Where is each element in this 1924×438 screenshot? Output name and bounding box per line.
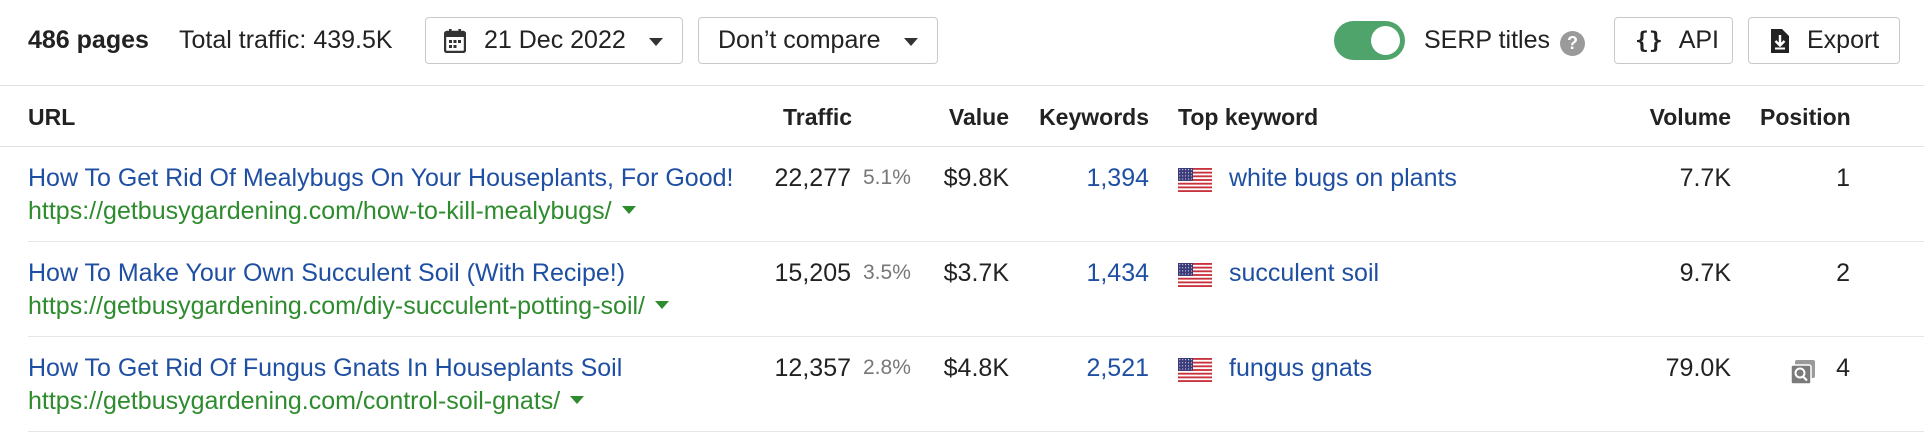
api-label: API (1678, 26, 1719, 54)
traffic-value: 15,205 (774, 259, 851, 287)
top-keyword-link[interactable]: fungus gnats (1229, 354, 1373, 382)
api-button[interactable]: {} API (1614, 17, 1733, 64)
column-header-traffic[interactable]: Traffic (783, 104, 853, 130)
row-divider (28, 241, 1924, 242)
page-url-link: https://getbusygardening.com/control-soi… (28, 387, 585, 416)
column-header-volume[interactable]: Volume (1649, 104, 1731, 130)
position-value: 2 (1836, 259, 1850, 287)
column-header-url[interactable]: URL (28, 104, 76, 130)
traffic-percent: 2.8% (863, 356, 911, 379)
table-row: How To Get Rid Of Mealybugs On Your Hous… (0, 147, 1924, 242)
column-header-keywords[interactable]: Keywords (1039, 104, 1149, 130)
column-header-top-keyword[interactable]: Top keyword (1178, 104, 1319, 130)
date-picker-button[interactable]: 21 Dec 2022 (425, 17, 683, 64)
us-flag-icon (1178, 168, 1212, 192)
help-icon[interactable]: ? (1560, 31, 1585, 56)
pages-count: 486 pages (28, 26, 149, 54)
image-pack-icon[interactable] (1790, 359, 1816, 385)
traffic-value-cost: $9.8K (943, 164, 1009, 192)
traffic-value-cost: $3.7K (943, 259, 1009, 287)
us-flag-icon (1178, 358, 1212, 382)
url-dropdown-icon[interactable] (655, 301, 669, 310)
export-label: Export (1807, 26, 1880, 54)
date-label: 21 Dec 2022 (484, 26, 626, 54)
page-title-link[interactable]: How To Make Your Own Succulent Soil (Wit… (28, 259, 626, 287)
keywords-count-link[interactable]: 2,521 (1086, 354, 1149, 382)
compare-label: Don’t compare (718, 26, 881, 54)
toolbar: 486 pages Total traffic: 439.5K 21 Dec 2… (0, 0, 1924, 86)
table-row: How To Get Rid Of Fungus Gnats In Housep… (0, 337, 1924, 432)
traffic-value-cost: $4.8K (943, 354, 1009, 382)
table-row: How To Make Your Own Succulent Soil (Wit… (0, 242, 1924, 337)
code-braces-icon: {} (1635, 27, 1663, 54)
url-dropdown-icon[interactable] (621, 206, 636, 215)
serp-titles-toggle[interactable] (1334, 21, 1405, 60)
chevron-down-icon (904, 38, 918, 46)
volume-value: 9.7K (1679, 259, 1731, 287)
traffic-value: 12,357 (774, 354, 851, 382)
position-value: 1 (1836, 164, 1850, 192)
column-header-position[interactable]: Position (1760, 104, 1851, 130)
traffic-percent: 3.5% (863, 261, 911, 284)
top-keyword-link[interactable]: white bugs on plants (1229, 164, 1457, 192)
traffic-value: 22,277 (774, 164, 851, 192)
page-url[interactable]: https://getbusygardening.com/how-to-kill… (28, 197, 612, 225)
page-title-link[interactable]: How To Get Rid Of Fungus Gnats In Housep… (28, 354, 623, 382)
calendar-icon (444, 28, 466, 53)
compare-dropdown[interactable]: Don’t compare (698, 17, 938, 64)
export-button[interactable]: Export (1748, 17, 1900, 64)
toggle-knob (1371, 26, 1400, 55)
url-dropdown-icon[interactable] (570, 396, 585, 405)
top-keyword-link[interactable]: succulent soil (1229, 259, 1380, 287)
serp-titles-label: SERP titles (1424, 26, 1550, 54)
total-traffic: Total traffic: 439.5K (179, 26, 393, 54)
row-divider (28, 336, 1924, 337)
header-divider (0, 146, 1924, 147)
export-icon (1769, 28, 1789, 53)
volume-value: 7.7K (1679, 164, 1731, 192)
page-url[interactable]: https://getbusygardening.com/control-soi… (28, 387, 561, 415)
chevron-down-icon (649, 38, 663, 46)
volume-value: 79.0K (1665, 354, 1731, 382)
page-url[interactable]: https://getbusygardening.com/diy-succule… (28, 292, 645, 320)
row-divider (28, 431, 1924, 432)
page-url-link: https://getbusygardening.com/diy-succule… (28, 292, 669, 321)
page-title-link[interactable]: How To Get Rid Of Mealybugs On Your Hous… (28, 164, 734, 192)
column-header-value[interactable]: Value (948, 104, 1009, 130)
page-url-link: https://getbusygardening.com/how-to-kill… (28, 197, 636, 226)
keywords-count-link[interactable]: 1,434 (1086, 259, 1149, 287)
traffic-percent: 5.1% (863, 166, 911, 189)
position-value: 4 (1836, 354, 1850, 382)
keywords-count-link[interactable]: 1,394 (1086, 164, 1149, 192)
us-flag-icon (1178, 263, 1212, 287)
